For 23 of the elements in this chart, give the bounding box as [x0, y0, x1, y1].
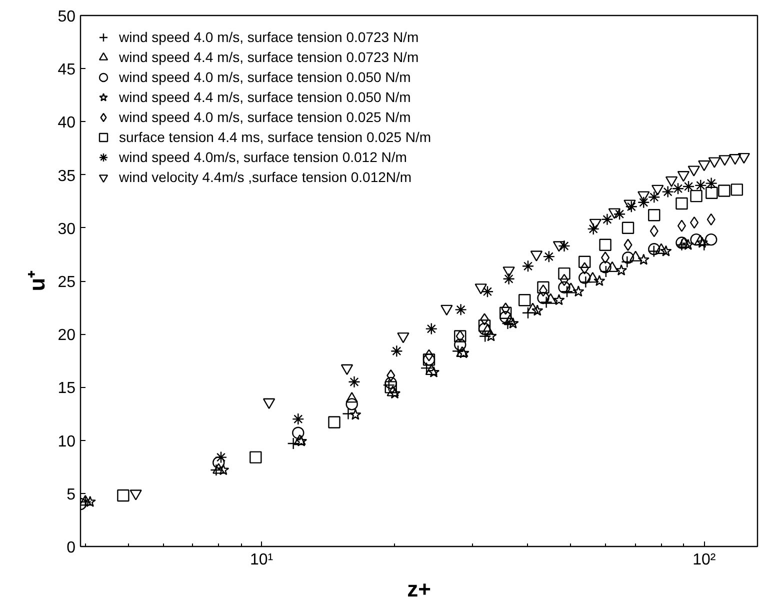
legend-label: wind speed 4.0 m/s, surface tension 0.0723 N/m — [119, 28, 419, 46]
y-tick-label: 50 — [58, 8, 76, 26]
y-tick-label: 0 — [66, 540, 76, 556]
legend-label: wind speed 4.4 m/s, surface tension 0.050 N/m — [119, 88, 411, 106]
y-tick-label: 40 — [58, 114, 76, 132]
legend-label: surface tension 4.4 ms, surface tension 0.025 N/m — [119, 128, 432, 146]
legend-label: wind speed 4.0 m/s, surface tension 0.025 N/m — [119, 108, 411, 126]
y-tick-label: 30 — [58, 220, 76, 238]
y-tick-label: 10 — [58, 433, 76, 450]
y-tick-label: 15 — [58, 380, 76, 398]
y-tick-label: 20 — [58, 327, 76, 344]
x-tick-label: 10¹ — [250, 552, 274, 568]
y-axis-title: u⁺ — [24, 270, 50, 292]
legend-label: wind velocity 4.4m/s ,surface tension 0.012N/m — [119, 168, 412, 186]
y-tick-label: 45 — [58, 62, 76, 79]
legend-label: wind speed 4.0m/s, surface tension 0.012 N/m — [119, 148, 407, 166]
y-tick-label: 5 — [66, 486, 76, 504]
y-tick-label: 25 — [58, 274, 76, 291]
y-tick-label: 35 — [58, 168, 76, 185]
legend-label: wind speed 4.4 m/s, surface tension 0.0723 N/m — [119, 48, 419, 66]
x-tick-label: 10² — [692, 552, 716, 568]
legend-label: wind speed 4.0 m/s, surface tension 0.050 N/m — [119, 68, 411, 86]
x-axis-title: z+ — [407, 576, 431, 602]
